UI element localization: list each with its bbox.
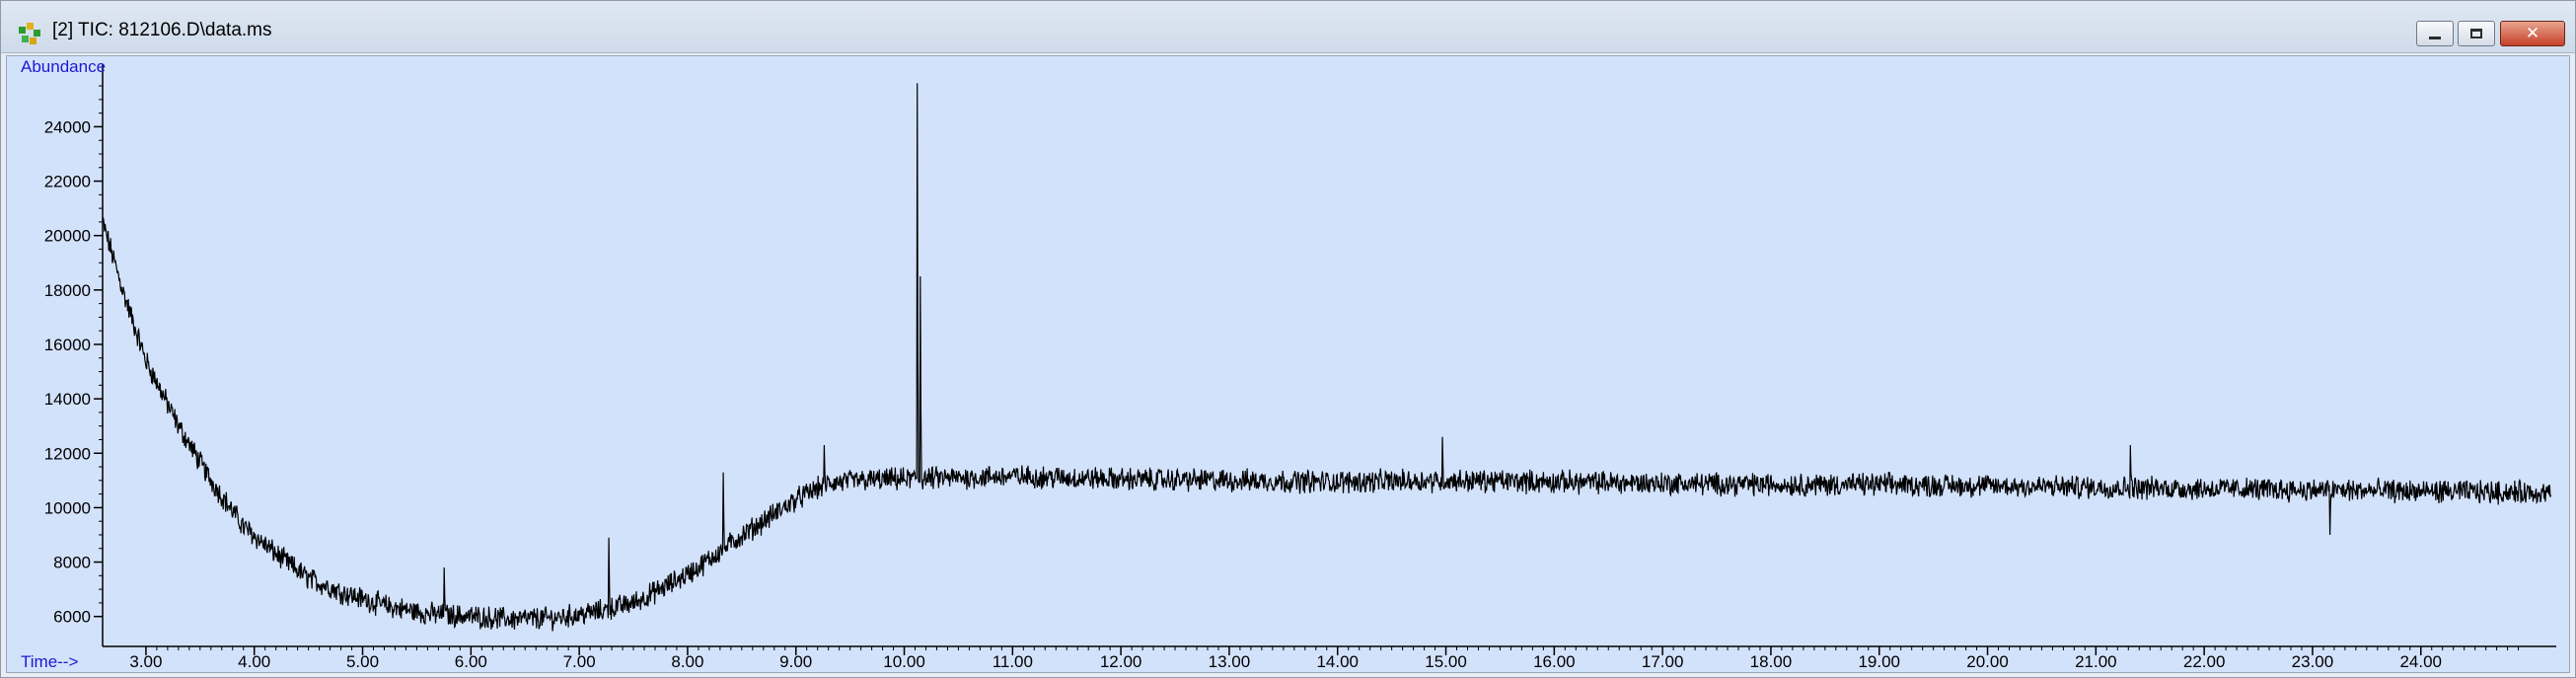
y-tick-label: 20000 <box>44 227 91 246</box>
y-axis-title: Abundance <box>21 57 106 76</box>
restore-button[interactable] <box>2458 21 2495 46</box>
chart-panel[interactable]: 6000 8000 10000 12000 14000 16000 18000 20000 22… <box>6 55 2570 673</box>
x-tick-label: 12.00 <box>1100 652 1142 671</box>
y-tick-label: 24000 <box>44 117 91 136</box>
y-tick-label: 8000 <box>53 554 91 572</box>
close-button[interactable]: ✕ <box>2500 21 2565 46</box>
y-tick-label: 18000 <box>44 281 91 300</box>
x-tick-label: 19.00 <box>1858 652 1900 671</box>
y-tick-label: 10000 <box>44 498 91 517</box>
x-tick-label: 6.00 <box>455 652 487 671</box>
x-tick-label: 24.00 <box>2399 652 2442 671</box>
restore-icon <box>2470 29 2482 38</box>
x-tick-label: 14.00 <box>1316 652 1359 671</box>
x-tick-label: 17.00 <box>1642 652 1684 671</box>
x-tick-label: 9.00 <box>779 652 812 671</box>
x-tick-label: 16.00 <box>1533 652 1576 671</box>
x-tick-label: 13.00 <box>1209 652 1251 671</box>
x-axis-title: Time--> <box>21 652 78 671</box>
tic-chart[interactable]: 6000 8000 10000 12000 14000 16000 18000 20000 22… <box>7 56 2569 672</box>
x-tick-label: 7.00 <box>563 652 596 671</box>
x-tick-label: 23.00 <box>2292 652 2334 671</box>
chromatogram-app-icon <box>19 23 40 44</box>
x-tick-label: 20.00 <box>1966 652 2009 671</box>
x-tick-label: 22.00 <box>2183 652 2226 671</box>
x-tick-label: 21.00 <box>2075 652 2117 671</box>
x-tick-label: 15.00 <box>1425 652 1467 671</box>
x-tick-label: 5.00 <box>346 652 379 671</box>
y-tick-label: 22000 <box>44 173 91 191</box>
title-bar[interactable]: [2] TIC: 812106.D\data.ms ✕ <box>1 1 2575 53</box>
y-tick-label: 12000 <box>44 444 91 463</box>
y-tick-label: 16000 <box>44 336 91 354</box>
x-tick-label: 8.00 <box>671 652 703 671</box>
close-icon: ✕ <box>2525 23 2540 43</box>
x-tick-label: 3.00 <box>129 652 162 671</box>
x-tick-label: 11.00 <box>993 652 1033 671</box>
x-tick-label: 4.00 <box>238 652 270 671</box>
x-tick-label: 18.00 <box>1750 652 1793 671</box>
tic-signal-trace <box>102 83 2552 632</box>
minimize-icon <box>2429 37 2441 39</box>
minimize-button[interactable] <box>2416 21 2454 46</box>
window-title: [2] TIC: 812106.D\data.ms <box>52 20 272 40</box>
y-tick-label: 14000 <box>44 390 91 409</box>
y-tick-label: 6000 <box>53 608 91 627</box>
x-tick-label: 10.00 <box>883 652 925 671</box>
